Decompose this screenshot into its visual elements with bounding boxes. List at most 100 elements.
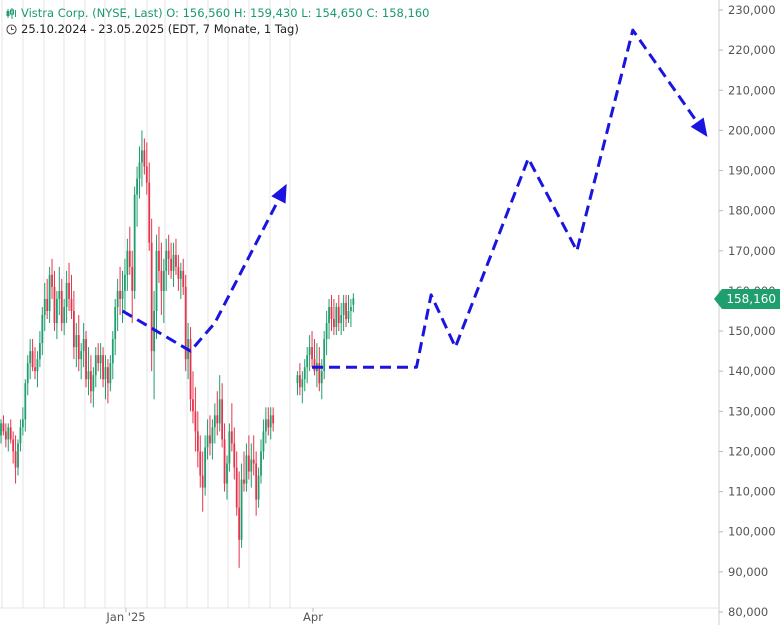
candle-body bbox=[347, 311, 350, 320]
candle-body bbox=[303, 367, 306, 380]
candle-body bbox=[29, 351, 32, 364]
candle-down bbox=[194, 387, 197, 452]
candle-body bbox=[82, 339, 85, 352]
candle-body bbox=[31, 351, 34, 368]
candle-body bbox=[136, 178, 138, 195]
candle-body bbox=[94, 355, 97, 376]
candle-body bbox=[267, 419, 270, 428]
candle-body bbox=[107, 367, 109, 384]
candle-body bbox=[272, 415, 275, 424]
candle-down bbox=[31, 339, 34, 372]
candle-body bbox=[226, 463, 228, 484]
y-tick-label: 210,000 bbox=[728, 83, 776, 97]
candle-up bbox=[162, 258, 165, 324]
candle-body bbox=[12, 439, 15, 452]
candle-body bbox=[116, 290, 119, 307]
candle-body bbox=[206, 435, 209, 448]
candle-body bbox=[255, 463, 258, 500]
candle-down bbox=[201, 451, 204, 512]
y-tick-label: 150,000 bbox=[728, 324, 776, 338]
candle-body bbox=[2, 423, 5, 432]
candle-up bbox=[335, 302, 338, 336]
candle-up bbox=[352, 293, 355, 313]
candle-body bbox=[311, 347, 313, 360]
candle-up bbox=[296, 371, 299, 396]
candle-up bbox=[111, 331, 114, 380]
candle-body bbox=[196, 431, 199, 452]
candle-body bbox=[150, 242, 153, 352]
candle-up bbox=[342, 294, 345, 332]
candle-body bbox=[77, 335, 80, 360]
candle-body bbox=[330, 306, 333, 320]
candle-down bbox=[230, 403, 233, 452]
candle-body bbox=[264, 419, 267, 432]
candle-body bbox=[80, 351, 83, 360]
forecast-annotation-layer bbox=[121, 28, 708, 369]
candle-body bbox=[167, 250, 170, 259]
candle-body bbox=[262, 431, 265, 452]
candle-up bbox=[206, 419, 209, 460]
candle-body bbox=[245, 455, 248, 484]
candle-up bbox=[204, 435, 207, 496]
candle-up bbox=[316, 343, 318, 388]
last-price-label: 158,160 bbox=[714, 289, 780, 309]
candle-body bbox=[247, 455, 250, 472]
candle-body bbox=[342, 302, 345, 316]
candle-down bbox=[177, 254, 180, 291]
candle-body bbox=[269, 415, 272, 428]
forecast-path-early bbox=[121, 185, 287, 353]
candle-up bbox=[36, 351, 39, 388]
candle-body bbox=[46, 298, 49, 311]
candle-body bbox=[55, 298, 58, 324]
candle-body bbox=[182, 270, 185, 287]
candle-down bbox=[182, 258, 185, 295]
candle-down bbox=[167, 234, 170, 275]
candle-down bbox=[243, 451, 245, 492]
candle-body bbox=[58, 290, 61, 299]
candle-down bbox=[160, 242, 163, 316]
candle-body bbox=[350, 306, 352, 311]
instrument-title: Vistra Corp. (NYSE, Last) O: 156,560 H: … bbox=[21, 6, 430, 20]
candle-body bbox=[223, 439, 226, 484]
candle-down bbox=[2, 415, 5, 436]
candle-body bbox=[87, 371, 90, 380]
candle-body bbox=[70, 298, 73, 311]
y-tick-label: 200,000 bbox=[728, 123, 776, 137]
date-row: 25.10.2024 - 23.05.2025 (EDT, 7 Monate, … bbox=[6, 21, 429, 37]
candle-up bbox=[114, 298, 117, 356]
y-tick-label: 80,000 bbox=[728, 605, 768, 619]
candle-body bbox=[257, 475, 260, 500]
candle-body bbox=[126, 250, 129, 275]
candle-down bbox=[311, 331, 313, 368]
forecast-arrowhead-early bbox=[271, 183, 287, 204]
candle-up bbox=[320, 359, 323, 400]
candle-up bbox=[141, 130, 143, 187]
candle-down bbox=[330, 294, 333, 332]
candle-body bbox=[170, 258, 172, 271]
candle-body bbox=[48, 274, 51, 311]
candle-layer bbox=[0, 130, 355, 568]
y-tick-label: 180,000 bbox=[728, 204, 776, 218]
candle-up bbox=[48, 266, 51, 324]
candle-down bbox=[150, 218, 153, 372]
candle-up bbox=[228, 423, 231, 472]
candle-body bbox=[121, 290, 124, 299]
candle-down bbox=[143, 138, 146, 175]
candle-down bbox=[145, 142, 148, 195]
candle-up bbox=[75, 323, 78, 368]
candle-down bbox=[238, 471, 241, 568]
candle-body bbox=[60, 290, 63, 324]
candle-up bbox=[179, 262, 182, 299]
candle-down bbox=[252, 435, 255, 476]
candle-body bbox=[209, 435, 211, 444]
candle-up bbox=[153, 290, 155, 400]
candle-body bbox=[124, 274, 126, 291]
candle-body bbox=[240, 479, 243, 540]
candle-body bbox=[43, 298, 46, 316]
candle-body bbox=[192, 399, 194, 412]
candle-body bbox=[230, 431, 233, 444]
candle-up bbox=[55, 290, 58, 340]
